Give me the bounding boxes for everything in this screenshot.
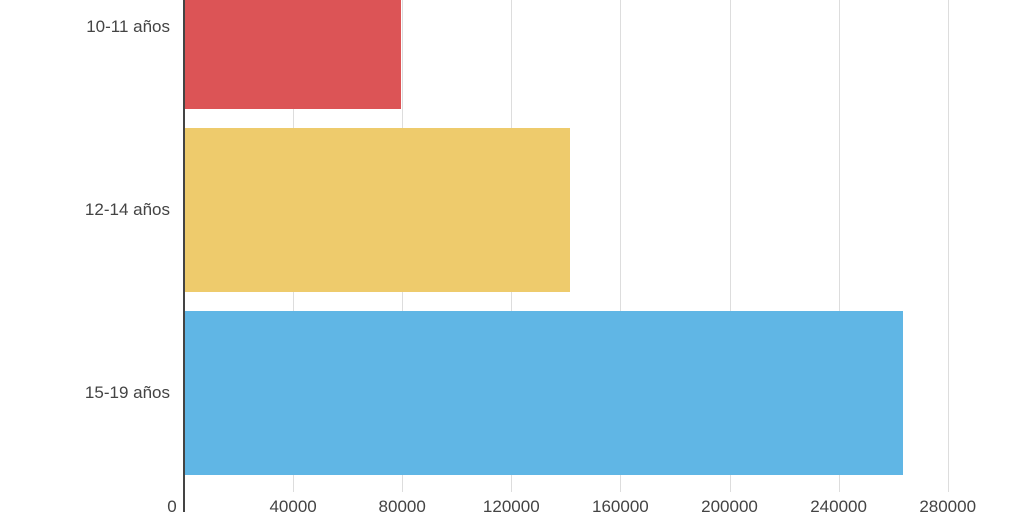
x-tick-label: 280000	[919, 497, 977, 516]
x-tick-label: 40000	[269, 497, 317, 516]
x-tick-label: 120000	[482, 497, 540, 516]
x-tick-label: 160000	[592, 497, 649, 516]
bar-15-19[interactable]	[185, 311, 903, 475]
x-tick-label: 240000	[810, 497, 867, 516]
x-tick-label: 200000	[701, 497, 758, 516]
y-axis-line	[183, 0, 185, 512]
gridline	[730, 0, 731, 492]
category-label: 15-19 años	[84, 383, 170, 402]
category-label: 10-11 años	[86, 17, 170, 36]
category-label: 12-14 años	[84, 200, 170, 219]
x-tick-label: 0	[167, 497, 177, 516]
bar-10-11[interactable]	[185, 0, 401, 109]
x-tick-label: 80000	[378, 497, 426, 516]
bar-12-14[interactable]	[185, 128, 570, 292]
gridline	[948, 0, 949, 492]
gridline	[620, 0, 621, 492]
gridline	[839, 0, 840, 492]
